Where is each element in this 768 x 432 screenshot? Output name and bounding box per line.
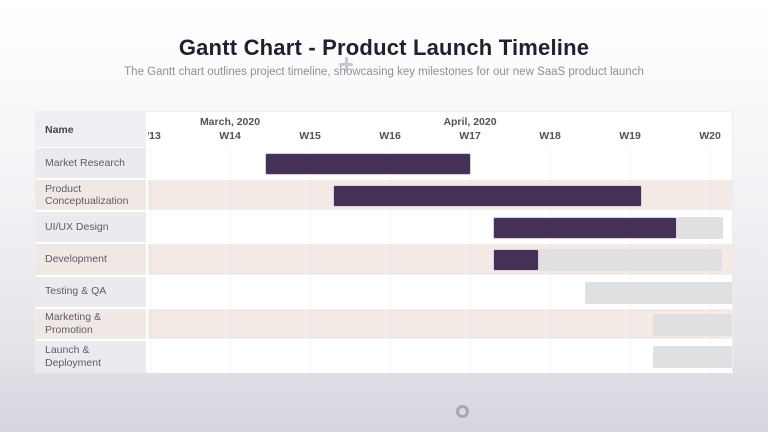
week-gridline — [390, 308, 391, 339]
week-gridline — [470, 340, 471, 373]
week-gridline — [150, 244, 151, 275]
task-name: Product Conceptualization — [36, 180, 146, 211]
week-label: W19 — [619, 130, 641, 142]
week-label: W20 — [699, 130, 721, 142]
gantt-track — [148, 180, 732, 211]
month-label: April, 2020 — [443, 116, 497, 128]
slide-nav-circle-icon[interactable] — [456, 405, 469, 418]
week-gridline — [310, 212, 311, 243]
week-gridline — [150, 148, 151, 179]
week-gridline — [230, 308, 231, 339]
week-gridline — [310, 180, 311, 211]
month-label: March, 2020 — [199, 116, 261, 128]
week-gridline — [550, 148, 551, 179]
week-gridline — [470, 308, 471, 339]
week-gridline — [310, 308, 311, 339]
week-label: W15 — [299, 130, 321, 142]
gantt-row: Market Research — [36, 148, 732, 181]
week-gridline — [710, 180, 711, 211]
gantt-bar-remaining[interactable] — [677, 217, 723, 240]
week-gridline — [150, 308, 151, 339]
week-gridline — [630, 308, 631, 339]
page-title: Gantt Chart - Product Launch Timeline — [178, 35, 590, 60]
week-gridline — [550, 308, 551, 339]
gantt-chart[interactable]: Name March, 2020 April, 2020 W13 W14 W15 W16 W… — [35, 111, 733, 373]
gantt-bar-completed[interactable] — [333, 185, 642, 208]
week-gridline — [710, 148, 711, 179]
week-gridline — [230, 212, 231, 243]
week-gridline — [150, 180, 151, 211]
week-gridline — [230, 276, 231, 307]
week-gridline — [550, 276, 551, 307]
gantt-track — [148, 244, 732, 275]
task-name: Launch & Deployment — [36, 340, 146, 373]
task-name: Market Research — [36, 148, 146, 179]
timeline-header: March, 2020 April, 2020 W13 W14 W15 W16 W17 W18… — [148, 112, 732, 147]
week-gridline — [230, 340, 231, 373]
week-gridline — [390, 340, 391, 373]
week-gridline — [150, 276, 151, 307]
week-label: W17 — [459, 130, 481, 142]
gantt-row: Product Conceptualization — [36, 180, 732, 213]
gantt-bar-remaining[interactable] — [653, 345, 732, 368]
week-gridline — [150, 340, 151, 373]
gantt-track — [148, 212, 732, 243]
gantt-bar-completed[interactable] — [493, 249, 539, 272]
task-name: UI/UX Design — [36, 212, 146, 243]
week-gridline — [230, 180, 231, 211]
task-name: Development — [36, 244, 146, 275]
gantt-row: Development — [36, 244, 732, 277]
week-gridline — [230, 148, 231, 179]
week-label: W16 — [379, 130, 401, 142]
gantt-row: Marketing & Promotion — [36, 308, 732, 341]
week-gridline — [310, 340, 311, 373]
week-label: W13 — [148, 130, 161, 142]
gantt-row: UI/UX Design — [36, 212, 732, 245]
gantt-row: Testing & QA — [36, 276, 732, 309]
week-gridline — [150, 212, 151, 243]
week-gridline — [390, 212, 391, 243]
week-gridline — [310, 276, 311, 307]
task-name: Testing & QA — [36, 276, 146, 307]
week-gridline — [470, 276, 471, 307]
week-gridline — [470, 244, 471, 275]
week-gridline — [550, 340, 551, 373]
gantt-track — [148, 308, 732, 339]
gantt-track — [148, 148, 732, 179]
week-gridline — [390, 276, 391, 307]
gantt-bar-completed[interactable] — [265, 153, 471, 175]
week-gridline — [630, 340, 631, 373]
gantt-header: Name March, 2020 April, 2020 W13 W14 W15 W16 W… — [36, 112, 732, 148]
gantt-bar-remaining[interactable] — [585, 281, 732, 304]
gantt-bar-remaining[interactable] — [653, 313, 732, 336]
page-subtitle: The Gantt chart outlines project timelin… — [124, 66, 644, 78]
gantt-track — [148, 276, 732, 307]
week-gridline — [390, 244, 391, 275]
gantt-track — [148, 340, 732, 373]
week-gridline — [310, 244, 311, 275]
name-column-header: Name — [36, 112, 146, 147]
gantt-row: Launch & Deployment — [36, 340, 732, 373]
week-gridline — [630, 148, 631, 179]
week-label: W18 — [539, 130, 561, 142]
gantt-bar-remaining[interactable] — [538, 249, 722, 272]
gantt-rows: Market Research Product Conceptualization… — [36, 148, 732, 373]
week-gridline — [470, 212, 471, 243]
week-label: W14 — [219, 130, 241, 142]
gantt-bar-completed[interactable] — [493, 217, 678, 240]
task-name: Marketing & Promotion — [36, 308, 146, 339]
week-gridline — [230, 244, 231, 275]
add-element-plus-icon[interactable] — [339, 57, 353, 71]
